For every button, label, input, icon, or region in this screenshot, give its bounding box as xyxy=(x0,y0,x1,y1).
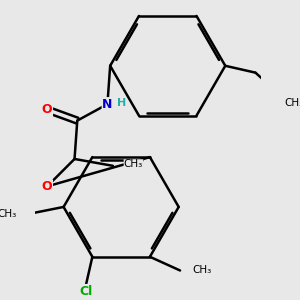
Text: N: N xyxy=(102,98,112,111)
Text: CH₃: CH₃ xyxy=(284,98,300,108)
Text: O: O xyxy=(42,103,52,116)
Text: CH₃: CH₃ xyxy=(124,160,143,170)
Text: Cl: Cl xyxy=(79,284,92,298)
Text: O: O xyxy=(42,180,52,193)
Text: CH₃: CH₃ xyxy=(0,209,17,219)
Text: CH₃: CH₃ xyxy=(192,266,212,275)
Text: H: H xyxy=(116,98,126,108)
